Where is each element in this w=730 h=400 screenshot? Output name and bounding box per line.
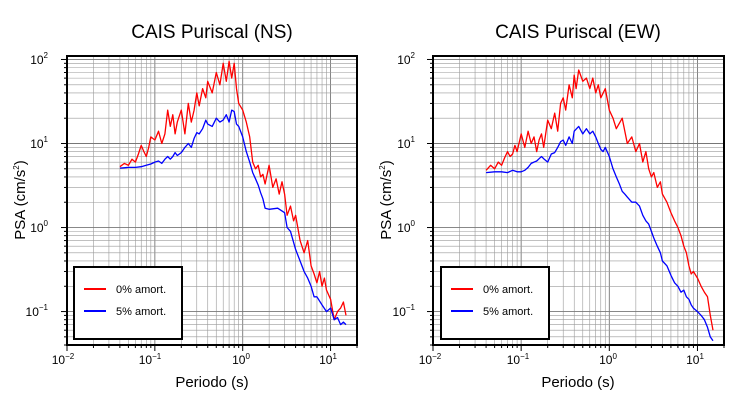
legend-box (440, 266, 550, 340)
chart-panel-ns: CAIS Puriscal (NS) 10−1 100 101 102 (12, 22, 358, 391)
x-tick-label: 10−2 (52, 352, 75, 367)
plot-frame (432, 55, 725, 346)
x-tick-label: 101 (319, 352, 337, 367)
y-axis-label: PSA (cm/s2) (378, 160, 395, 239)
x-tick-base: 10 (52, 353, 66, 367)
chart-title: CAIS Puriscal (NS) (131, 22, 293, 43)
series-group (485, 69, 714, 342)
x-axis-label: Periodo (s) (541, 374, 614, 391)
axis-ticks (61, 58, 358, 351)
y-tick-exp: −1 (406, 303, 416, 312)
y-tick-labels: 10−1 100 101 102 (26, 51, 49, 319)
legend-label: 5% amort. (116, 306, 166, 318)
legend-box (73, 266, 183, 340)
y-tick-label: 101 (397, 135, 415, 151)
series-line (485, 69, 714, 331)
x-axis-label: Periodo (s) (175, 374, 248, 391)
y-tick-exp: 0 (411, 219, 416, 228)
x-tick-label: 10−2 (419, 352, 442, 367)
x-tick-labels: 10−2 10−1 100 101 (419, 352, 705, 367)
x-tick-base: 10 (139, 353, 153, 367)
y-axis-label-sup: 2 (12, 165, 21, 170)
y-axis-label: PSA (cm/s2) (12, 160, 29, 239)
x-tick-label: 101 (686, 352, 704, 367)
x-tick-exp: 1 (699, 352, 704, 361)
x-tick-base: 10 (599, 353, 613, 367)
y-tick-exp: 2 (411, 51, 416, 60)
y-tick-base: 10 (397, 137, 411, 151)
y-tick-base: 10 (26, 305, 40, 319)
x-tick-exp: 1 (332, 352, 337, 361)
y-tick-exp: 1 (44, 135, 49, 144)
series-line (486, 125, 714, 342)
y-tick-label: 10−1 (393, 303, 416, 319)
y-tick-base: 10 (393, 305, 407, 319)
y-tick-label: 101 (30, 135, 48, 151)
y-tick-base: 10 (30, 53, 44, 67)
y-tick-base: 10 (30, 137, 44, 151)
y-tick-exp: 1 (411, 135, 416, 144)
x-tick-base: 10 (232, 353, 246, 367)
grid (66, 56, 358, 346)
y-tick-exp: −1 (39, 303, 49, 312)
x-tick-base: 10 (507, 353, 521, 367)
x-tick-label: 100 (232, 352, 250, 367)
y-tick-exp: 2 (44, 51, 49, 60)
legend-label: 5% amort. (483, 306, 533, 318)
y-axis-label-main: PSA (cm/s (378, 170, 395, 240)
y-axis-label-tail: ) (378, 160, 395, 165)
y-tick-base: 10 (30, 221, 44, 235)
x-tick-label: 10−1 (507, 352, 530, 367)
x-tick-exp: −1 (152, 352, 162, 361)
axis-ticks (427, 58, 725, 351)
y-tick-exp: 0 (44, 219, 49, 228)
y-axis-label-sup: 2 (378, 165, 387, 170)
y-axis-label-tail: ) (12, 160, 29, 165)
y-tick-label: 102 (30, 51, 48, 67)
y-tick-label: 100 (30, 219, 48, 235)
y-tick-base: 10 (397, 53, 411, 67)
y-tick-label: 100 (397, 219, 415, 235)
series-group (119, 60, 347, 326)
x-tick-labels: 10−2 10−1 100 101 (52, 352, 338, 367)
plot-frame (66, 55, 358, 346)
x-tick-label: 10−1 (139, 352, 162, 367)
y-tick-labels: 10−1 100 101 102 (393, 51, 416, 319)
x-tick-label: 100 (599, 352, 617, 367)
legend: 0% amort. 5% amort. (73, 266, 183, 340)
y-axis-label-main: PSA (cm/s (12, 170, 29, 240)
chart-panel-ew: CAIS Puriscal (EW) 10−1 100 101 102 10−2 (378, 22, 725, 391)
chart-title: CAIS Puriscal (EW) (495, 22, 661, 43)
y-tick-base: 10 (397, 221, 411, 235)
x-tick-exp: 0 (612, 352, 617, 361)
x-tick-exp: −2 (65, 352, 75, 361)
legend: 0% amort. 5% amort. (440, 266, 550, 340)
y-tick-label: 10−1 (26, 303, 49, 319)
y-tick-label: 102 (397, 51, 415, 67)
x-tick-exp: 0 (245, 352, 250, 361)
legend-label: 0% amort. (116, 284, 166, 296)
x-tick-base: 10 (686, 353, 700, 367)
x-tick-exp: −1 (520, 352, 530, 361)
x-tick-base: 10 (419, 353, 433, 367)
series-line (119, 60, 347, 321)
x-tick-base: 10 (319, 353, 333, 367)
legend-label: 0% amort. (483, 284, 533, 296)
x-tick-exp: −2 (432, 352, 442, 361)
series-line (119, 109, 347, 326)
